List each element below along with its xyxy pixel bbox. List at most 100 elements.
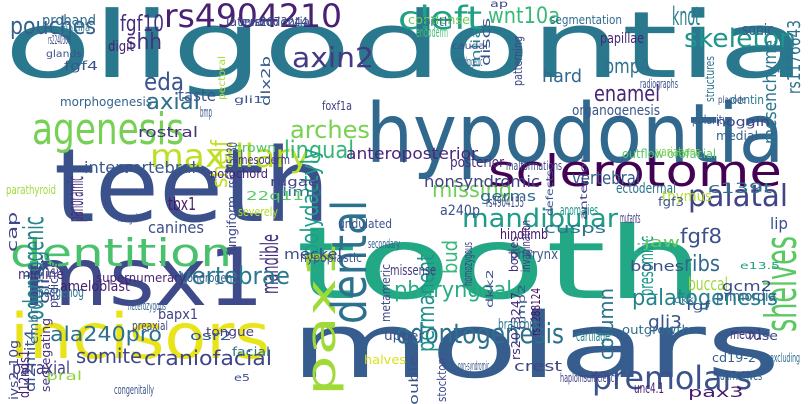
word-organogenesis: organogenesis — [572, 103, 661, 119]
word-maxillary: maxillary — [150, 137, 310, 175]
word-rugae: rugae — [270, 175, 319, 189]
word-pax3: pax3 — [688, 385, 744, 401]
word-polarity: polarity — [692, 113, 728, 127]
word-hypoplastic: hypoplastic — [300, 251, 362, 265]
word-molars: molars — [290, 294, 781, 399]
word-notochord: notochord — [210, 167, 269, 181]
word-panoramic: panoramic — [64, 176, 89, 222]
word-jaw: jaw — [644, 235, 681, 251]
word-c139t: c139t — [708, 181, 772, 197]
word-axin2: axin2 — [292, 41, 375, 74]
word-chondrogenic: chondrogenic — [454, 55, 483, 69]
word-non-syndromic: non-syndromic — [458, 359, 490, 373]
word-sonic: sonic — [742, 20, 775, 39]
word-rostral: rostral — [138, 125, 199, 141]
word-osr2: osr2 — [190, 329, 232, 343]
word-hypodontia: hypodontia — [366, 87, 785, 182]
word-digit: digit — [108, 39, 135, 55]
word-tbx1: tbx1 — [168, 194, 197, 215]
word-nonsyndromic: nonsyndromic — [424, 172, 540, 191]
word-pedicles: pedicles — [47, 261, 61, 308]
word-supernumerary: supernumerary — [96, 271, 186, 285]
word-msx1: msx1 — [22, 231, 265, 324]
word-medial: medial — [716, 129, 759, 143]
word-structures: structures — [703, 55, 717, 102]
word-pectoral: pectoral — [217, 55, 228, 100]
word-tongue: tongue — [206, 325, 255, 339]
word-papillae: papillae — [600, 31, 645, 47]
word-taste: taste — [178, 86, 217, 105]
word-hedgehog: hedgehog — [38, 285, 84, 301]
word-pharyngeal: pharyngeal — [394, 278, 513, 303]
word-fungiform: fungiform — [225, 195, 239, 256]
word-unc4-1: unc4.1 — [634, 381, 665, 397]
word-fgf: fgf — [686, 299, 711, 313]
word-skeleton: skeleton — [684, 24, 797, 54]
word-pral: pral — [46, 369, 83, 383]
word-facial: facial — [232, 345, 270, 359]
word-fgf3: fgf3 — [658, 195, 685, 209]
word-severely: severely — [238, 205, 278, 219]
word-germs: germs — [480, 189, 536, 205]
word-foxf1a: foxf1a — [322, 99, 353, 113]
word-shh: shh — [126, 30, 163, 55]
word-arches: arches — [290, 116, 370, 144]
word-missing: missing — [432, 178, 513, 203]
word-ap: ap — [490, 0, 509, 10]
word-meckel: meckel — [284, 247, 343, 263]
word-e5: e5 — [234, 373, 251, 384]
word-fgf10: fgf10 — [120, 12, 165, 37]
word-cartilage: cartilage — [576, 329, 611, 345]
word-fgf8: fgf8 — [680, 224, 723, 248]
word-patterning: patterning — [511, 36, 525, 86]
word-secondary: secondary — [368, 237, 401, 251]
word-gcm2: gcm2 — [722, 279, 773, 295]
word-branchial: branchial — [498, 317, 541, 333]
word-malformations: malformations — [506, 159, 562, 173]
word-intervertebral: intervertebral — [84, 158, 197, 177]
word-undulated: undulated — [338, 217, 393, 231]
word-foregut: foregut — [118, 211, 138, 225]
word-pouches: pouches — [10, 12, 96, 40]
word-anterior: anterior — [579, 156, 590, 220]
word-lip: lip — [770, 214, 788, 233]
word-22q11: 22q11 — [246, 189, 304, 203]
word-stockton: stockton — [435, 358, 449, 402]
word-missense: missense — [390, 263, 436, 279]
word-gli1: gli1 — [234, 95, 264, 106]
word-hindlimb: hindlimb — [500, 227, 548, 243]
word-meox1: meox1 — [730, 327, 763, 343]
word-teeth: teeth — [54, 127, 331, 246]
word-outgrowth: outgrowth — [622, 323, 690, 337]
word-oligodontia: oligodontia — [4, 0, 806, 99]
word-outflow-orofacial: outflow orofacial — [622, 147, 717, 161]
word-sclerotome: sclerotome — [488, 146, 782, 197]
word-rs2240308: rs2240308 — [48, 33, 71, 47]
word-bodies: bodies — [507, 236, 521, 272]
word-derivatives: derivatives — [720, 369, 763, 383]
word-rs2073244: rs2073244 — [250, 15, 308, 29]
word-craniofacial: craniofacial — [144, 346, 272, 370]
word-a240p: a240p — [440, 203, 480, 219]
word-parathyroid: parathyroid — [6, 183, 57, 197]
word-cap: cap — [5, 211, 21, 252]
word-crown: crown — [234, 141, 277, 155]
word-axial: axial — [146, 90, 200, 115]
word-wnt10a: wnt10a — [488, 4, 561, 29]
word-dentin: dentin — [730, 93, 765, 107]
word-vertebrae: vertebrae — [178, 262, 290, 290]
word-somite: somite — [76, 344, 143, 368]
word-midline: midline — [18, 267, 65, 283]
word-enamel: enamel — [594, 82, 661, 107]
word-lingual: lingual — [284, 136, 355, 164]
word-halves: halves — [364, 353, 406, 367]
word-posterior: posterior — [450, 155, 505, 171]
word-mutants: mutants — [620, 211, 641, 227]
word-cusps: cusps — [544, 221, 606, 237]
word-placode: placode — [718, 95, 746, 106]
word-mandibular: mandibular — [462, 204, 619, 234]
word-paraxial: paraxial — [12, 358, 70, 379]
word-heterozygous: heterozygous — [128, 299, 166, 313]
word-knot: knot — [672, 2, 701, 32]
